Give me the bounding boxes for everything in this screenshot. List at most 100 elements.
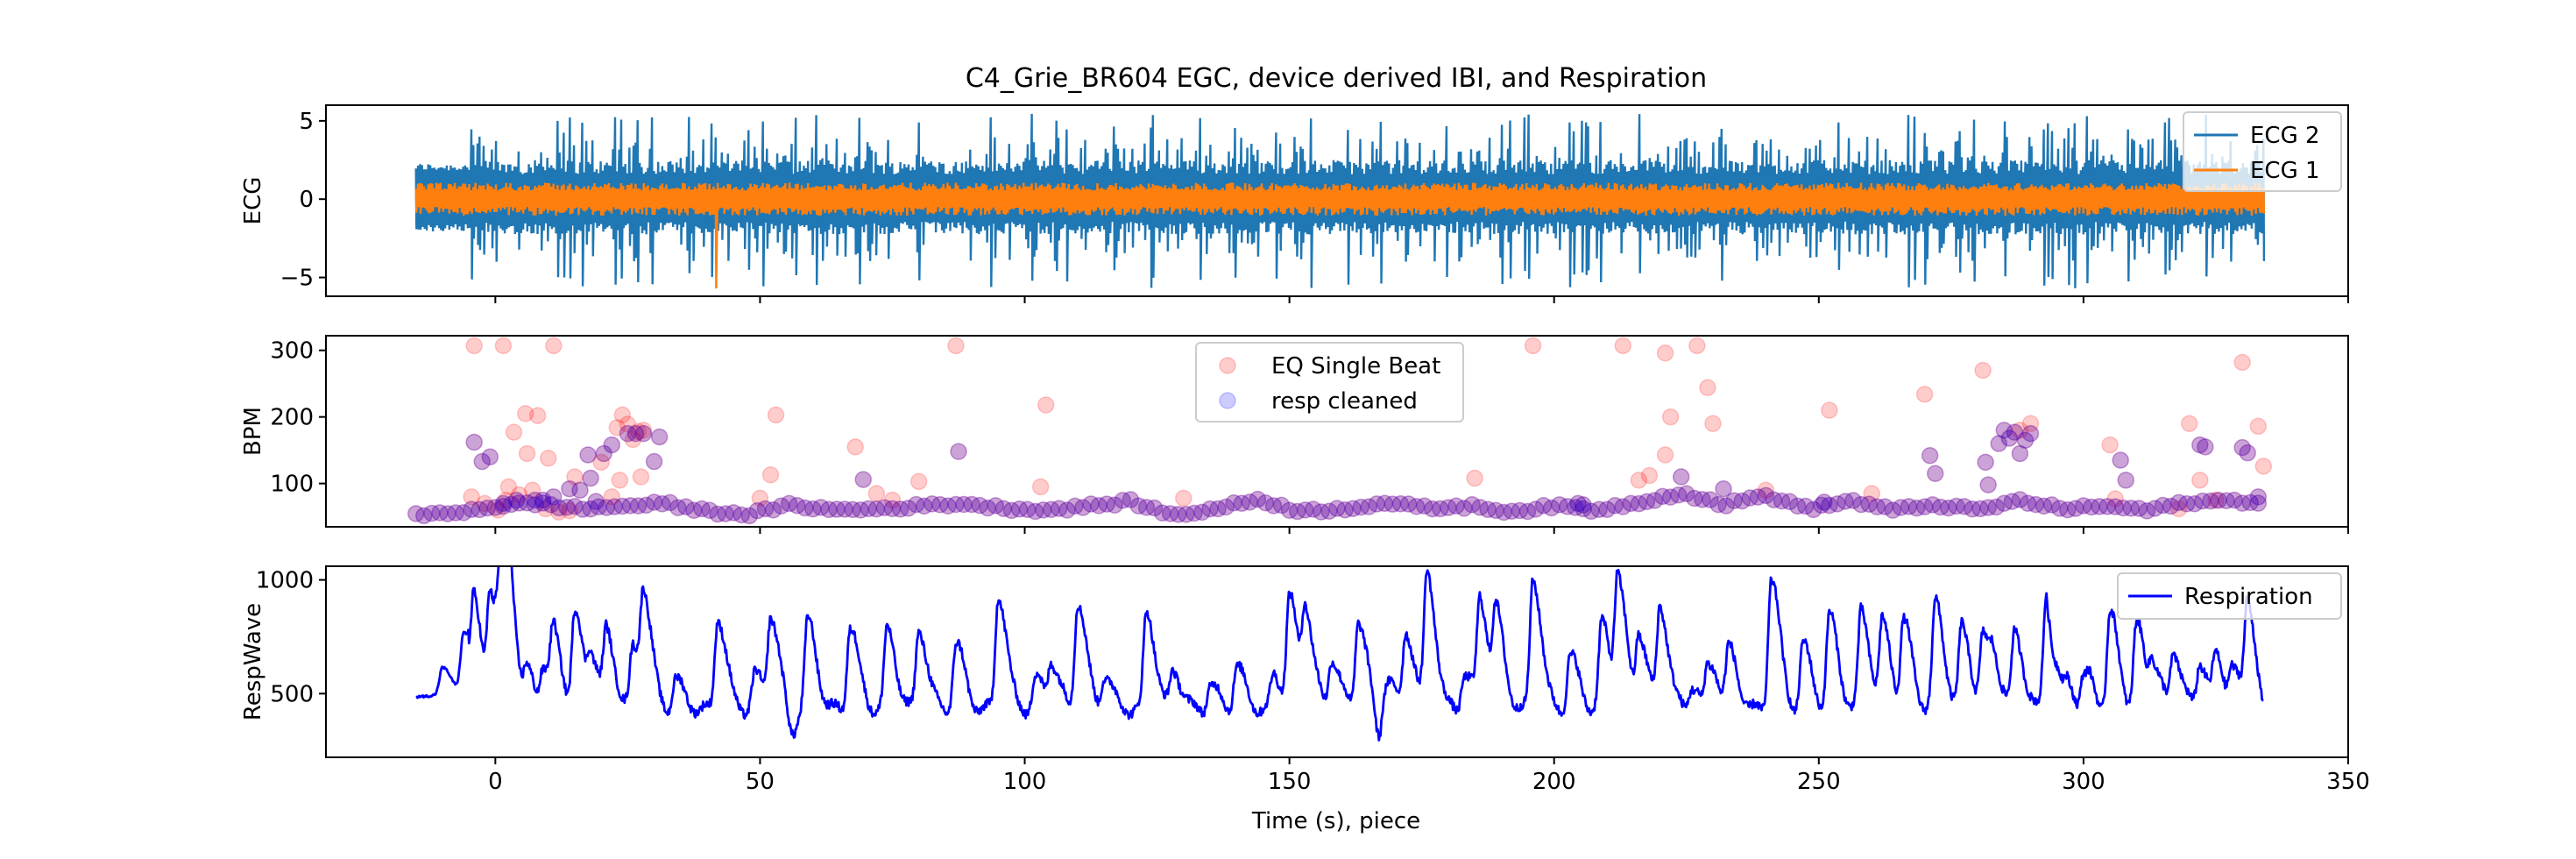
scatter-point <box>1018 500 1037 518</box>
scatter-point <box>619 415 637 433</box>
scatter-point <box>545 488 563 506</box>
scatter-point <box>812 499 830 516</box>
scatter-point <box>891 500 909 518</box>
scatter-point <box>1432 500 1449 518</box>
scatter-point <box>2162 497 2180 515</box>
scatter-point <box>677 498 695 515</box>
scatter-point <box>1256 493 1275 512</box>
scatter-point <box>1415 497 1433 515</box>
scatter-point <box>1463 495 1481 514</box>
scatter-point <box>1415 497 1433 515</box>
scatter-point <box>1757 481 1775 499</box>
scatter-point <box>1384 495 1402 513</box>
scatter-point <box>950 443 967 460</box>
scatter-point <box>1709 495 1727 514</box>
scatter-point <box>909 472 928 491</box>
scatter-point <box>1672 468 1690 486</box>
scatter-point <box>1614 498 1632 515</box>
scatter-point <box>1256 493 1275 512</box>
scatter-point <box>561 479 578 498</box>
scatter-point <box>852 501 869 519</box>
scatter-point <box>1487 501 1505 520</box>
scatter-point <box>1407 498 1426 515</box>
scatter-point <box>1995 422 2013 439</box>
scatter-point <box>899 500 917 517</box>
scatter-point <box>2138 502 2156 520</box>
scatter-point <box>629 497 648 515</box>
scatter-point <box>846 438 864 456</box>
scatter-point <box>2239 444 2256 462</box>
scatter-point <box>2011 491 2029 508</box>
scatter-point <box>1145 499 1164 517</box>
scatter-point <box>1534 497 1553 515</box>
scatter-point <box>1518 502 1537 521</box>
legend-label: resp cleaned <box>1271 388 1418 415</box>
scatter-point <box>1407 498 1426 515</box>
scatter-point <box>1852 495 1870 514</box>
scatter-point <box>1336 501 1354 519</box>
scatter-point <box>423 504 441 522</box>
scatter-point <box>1844 492 1862 509</box>
scatter-point <box>1575 500 1592 518</box>
legend-swatch <box>1219 392 1236 409</box>
scatter-point <box>1098 495 1115 513</box>
scatter-point <box>1575 496 1592 514</box>
x-tick-label: 250 <box>1797 769 1841 795</box>
scatter-point <box>1638 493 1656 511</box>
scatter-point <box>2019 494 2037 513</box>
scatter-point <box>574 500 591 518</box>
scatter-point <box>2114 499 2132 517</box>
scatter-point <box>650 428 669 446</box>
scatter-point <box>2154 496 2172 515</box>
scatter-point <box>2169 500 2188 518</box>
scatter-point <box>955 495 973 514</box>
scatter-point <box>971 496 988 515</box>
scatter-point <box>1106 496 1123 514</box>
scatter-point <box>1829 495 1846 513</box>
scatter-point <box>1606 496 1624 515</box>
scatter-point <box>1217 498 1235 516</box>
scatter-point <box>1399 495 1418 513</box>
scatter-point <box>661 493 679 512</box>
scatter-point <box>1630 472 1648 489</box>
scatter-point <box>1272 496 1291 515</box>
scatter-point <box>1002 501 1021 520</box>
scatter-point <box>2003 493 2021 510</box>
scatter-point <box>605 498 624 515</box>
scatter-point <box>1169 506 1187 523</box>
scatter-point <box>1042 500 1060 519</box>
scatter-point <box>471 500 488 519</box>
scatter-point <box>907 495 925 514</box>
x-tick-label: 50 <box>746 769 775 795</box>
legend-swatch <box>1219 357 1236 374</box>
scatter-point <box>1765 491 1783 508</box>
scatter-point <box>1447 497 1465 515</box>
scatter-point <box>867 485 886 502</box>
scatter-point <box>2011 422 2029 439</box>
scatter-point <box>2233 494 2251 512</box>
scatter-point <box>709 505 726 523</box>
scatter-point <box>844 500 861 519</box>
scatter-point <box>1249 490 1267 508</box>
scatter-point <box>2210 492 2227 509</box>
scatter-point <box>883 500 902 518</box>
scatter-point <box>1559 498 1576 515</box>
scatter-point <box>732 506 751 524</box>
scatter-point <box>844 500 861 519</box>
scatter-point <box>1884 501 1902 519</box>
scatter-point <box>1161 505 1179 522</box>
scatter-point <box>545 488 563 506</box>
scatter-point <box>1702 491 1719 508</box>
scatter-point <box>2117 472 2134 489</box>
scatter-point <box>1082 495 1100 513</box>
scatter-point <box>1977 453 1994 472</box>
scatter-point <box>1376 494 1394 513</box>
scatter-point <box>1773 492 1791 510</box>
x-tick-label: 100 <box>1003 769 1047 795</box>
scatter-point <box>534 494 552 512</box>
scatter-point <box>587 493 605 510</box>
scatter-point <box>725 504 742 522</box>
x-axis-label: Time (s), piece <box>1251 808 1420 834</box>
scatter-point <box>1145 499 1164 517</box>
scatter-point <box>947 495 965 514</box>
